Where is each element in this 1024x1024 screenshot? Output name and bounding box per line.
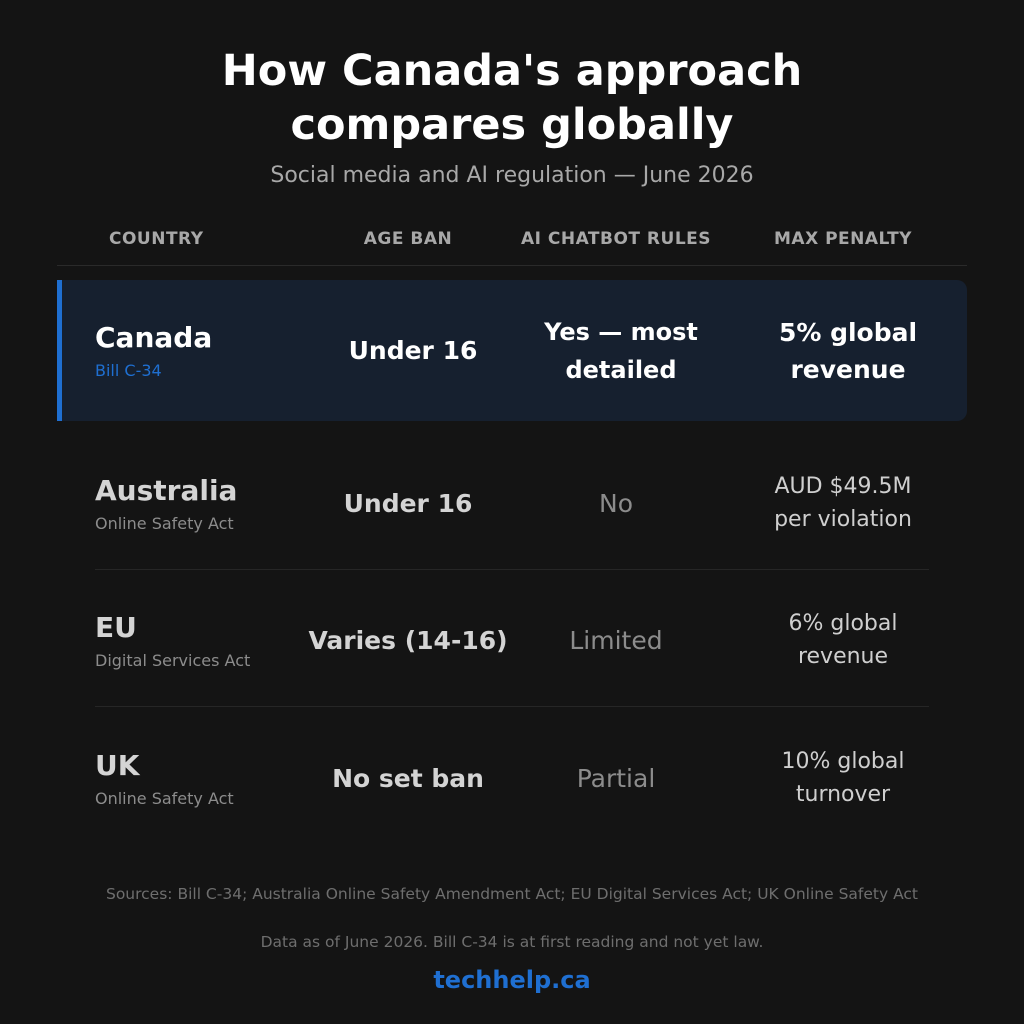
age-ban: Varies (14-16): [308, 625, 508, 655]
title: How Canada's approach compares globally: [221, 46, 803, 150]
age-ban: Under 16: [343, 488, 473, 518]
brand: techhelp.ca: [433, 966, 591, 994]
max-penalty: 10% global turnover: [781, 749, 905, 807]
divider: [57, 265, 967, 266]
age-ban: Under 16: [348, 336, 478, 365]
note: Data as of June 2026. Bill C-34 is at fi…: [260, 933, 764, 951]
country-name: Australia: [95, 473, 238, 507]
max-penalty: 6% global revenue: [788, 611, 898, 669]
act-name: Bill C-34: [95, 361, 162, 380]
act-name: Online Safety Act: [95, 513, 234, 533]
table-row: Australia Online Safety Act Under 16 No AUD …: [57, 437, 967, 569]
country-cell: UK Online Safety Act: [95, 749, 305, 808]
table-row: EU Digital Services Act Varies (14-16) Limi…: [57, 574, 967, 706]
act-name: Online Safety Act: [95, 788, 234, 808]
ai-rules: Partial: [576, 763, 656, 793]
country-name: Canada: [95, 321, 213, 354]
subtitle: Social media and AI regulation — June 20…: [270, 163, 754, 188]
country-cell: EU Digital Services Act: [95, 611, 305, 670]
ai-rules: No: [599, 488, 633, 518]
country-name: UK: [95, 748, 140, 782]
max-penalty: 5% global revenue: [778, 317, 918, 384]
column-header: AI CHATBOT RULES: [520, 229, 712, 249]
act-name: Digital Services Act: [95, 650, 251, 670]
column-header: AGE BAN: [363, 229, 453, 249]
country-cell: Canada Bill C-34: [95, 321, 305, 380]
country-name: EU: [95, 610, 137, 644]
ai-rules: Limited: [569, 625, 663, 655]
sources: Sources: Bill C-34; Australia Online Saf…: [105, 885, 919, 903]
country-cell: Australia Online Safety Act: [95, 474, 305, 533]
column-header: COUNTRY: [109, 229, 204, 249]
column-header: MAX PENALTY: [774, 229, 912, 249]
max-penalty: AUD $49.5M per violation: [774, 474, 912, 532]
ai-rules: Yes — most detailed: [544, 317, 698, 384]
age-ban: No set ban: [332, 763, 484, 793]
row-divider: [95, 569, 929, 570]
row-divider: [95, 706, 929, 707]
table-row: Canada Bill C-34 Under 16 Yes — most detail…: [57, 280, 967, 421]
table-row: UK Online Safety Act No set ban Partial 10% …: [57, 712, 967, 844]
